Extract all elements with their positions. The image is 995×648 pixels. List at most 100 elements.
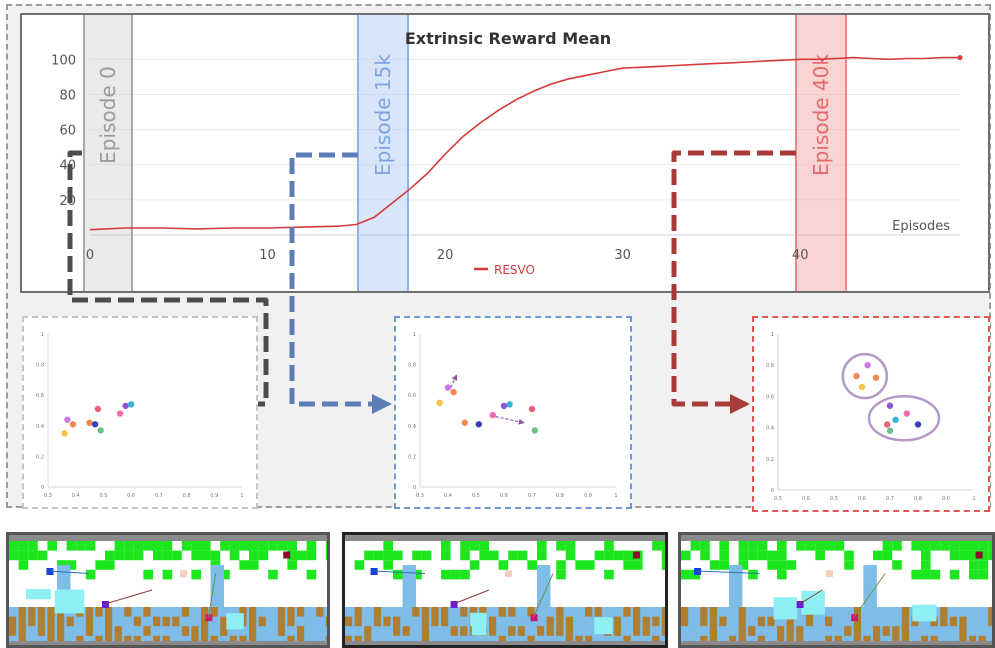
grass-tile [556,569,566,580]
x-tick-label: 10 [259,248,276,263]
dirt-tile [105,626,113,636]
x-tick-label: 0.8 [183,493,191,499]
agent-arrow [533,573,554,618]
dirt-tile [901,626,909,636]
y-tick-label: 20 [59,194,76,209]
scatter-point [903,410,910,417]
dirt-tile [892,626,900,636]
y-tick-label: 0.4 [36,424,44,430]
grass-tile [949,550,960,561]
agent-arrow [49,570,89,574]
x-tick-label: 0.4 [72,493,80,499]
dirt-tile [508,607,516,617]
dirt-tile [85,616,93,627]
scatter-point [864,362,871,369]
gridworld-episode-15k [345,535,665,645]
grass-tile [306,569,317,580]
y-tick-label: 0.4 [408,424,416,430]
light-tile [912,604,937,622]
dirt-tile [210,635,218,645]
grid-top-border [9,535,327,541]
dirt-tile [239,635,247,645]
grass-tile [537,550,547,561]
dirt-tile [527,635,535,645]
dirt-tile [85,607,93,617]
dirt-tile [642,616,650,627]
dirt-tile [28,607,36,617]
dirt-tile [249,616,257,627]
dirt-tile [85,626,93,636]
agent-arrow [453,589,490,605]
dirt-tile [277,607,285,617]
grass-tile [364,550,374,561]
grass-tile [325,541,327,551]
light-tile [226,613,244,630]
dirt-tile [565,616,573,627]
grass-tile [105,550,115,561]
dirt-tile [527,607,535,617]
dirt-tile [719,616,727,627]
grass-tile [325,550,327,561]
dirt-tile [162,616,170,627]
grass-tile [738,541,749,551]
dirt-tile [162,635,170,645]
dirt-tile [796,626,804,636]
grass-tile [661,550,665,561]
dirt-tile [738,607,746,617]
dirt-tile [431,607,439,617]
grass-tile [940,541,950,551]
grass-tile [268,541,278,551]
grass-tile [623,560,633,570]
grass-tile [882,550,893,561]
grass-tile [748,569,758,580]
grass-tile [28,541,38,551]
dirt-tile [844,626,852,636]
dirt-tile [210,607,218,617]
dirt-tile [431,616,439,627]
grass-tile [604,541,614,551]
grass-tile [76,541,86,551]
scatter-point [475,421,482,428]
dirt-tile [921,635,929,645]
grass-tile [18,550,29,561]
agent-marker [851,614,859,622]
grass-tile [892,541,902,551]
dirt-tile [297,626,305,636]
dirt-tile [460,626,468,636]
grass-tile [393,569,403,580]
grass-tile [412,550,422,561]
cluster-ellipse [841,352,889,400]
dirt-tile [18,616,26,627]
dirt-tile [277,626,285,636]
grass-tile [921,550,931,561]
dirt-tile [354,635,362,645]
dirt-tile [18,607,26,617]
grass-tile [969,541,979,551]
dirt-tile [220,626,228,636]
x-tick-label: 0.7 [528,493,536,499]
agent-marker [975,551,983,559]
dirt-tile [959,635,967,645]
dirt-tile [325,635,327,645]
dirt-tile [633,616,641,627]
dirt-tile [757,616,765,627]
scatter-point [892,416,899,423]
y-tick-label: 60 [59,124,76,139]
grass-tile [834,541,845,551]
dirt-tile [249,607,257,617]
grass-tile [479,550,489,561]
scatter-panel-episode-40k: 1 0.8 0.6 0.4 0.2 0 0.5 0.0 0.5 0.6 0.7 0.8 0.0 1 [752,316,990,512]
grass-tile [719,550,729,561]
dirt-tile [767,616,775,627]
water-column [729,565,743,609]
grass-tile [383,560,393,570]
grass-tile [85,569,96,580]
grass-tile [556,541,566,551]
y-tick-label: 40 [59,159,76,174]
dirt-tile [969,635,977,645]
grass-tile [460,541,470,551]
grass-tile [249,550,259,561]
grass-tile [460,569,470,580]
grass-tile [700,541,710,551]
dirt-tile [124,635,132,645]
